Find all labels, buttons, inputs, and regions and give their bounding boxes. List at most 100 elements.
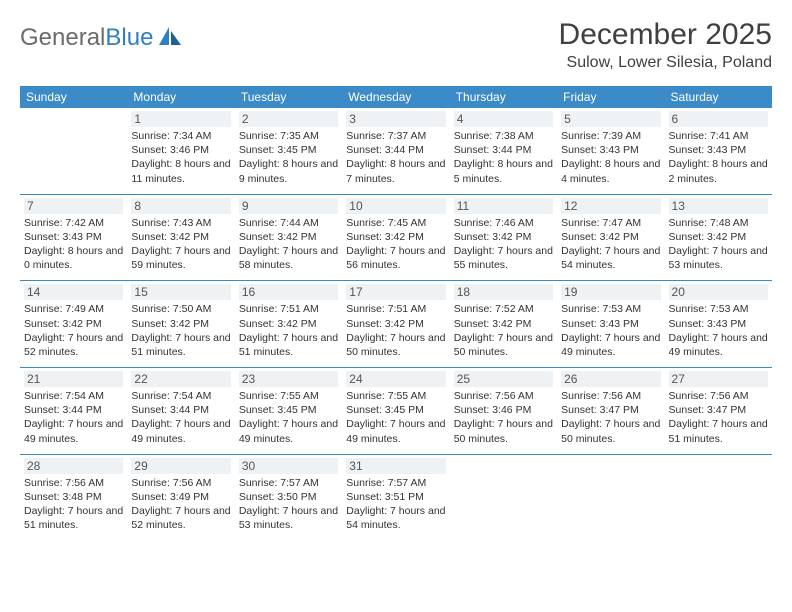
day-number: 9	[239, 198, 338, 214]
calendar-cell: 19 Sunrise: 7:53 AMSunset: 3:43 PMDayligh…	[557, 281, 664, 368]
day-info: Sunrise: 7:37 AMSunset: 3:44 PMDaylight:…	[346, 129, 445, 186]
daylight-text: Daylight: 7 hours and 51 minutes.	[131, 331, 230, 359]
day-info: Sunrise: 7:43 AMSunset: 3:42 PMDaylight:…	[131, 216, 230, 273]
day-number: 20	[669, 284, 768, 300]
day-number: 21	[24, 371, 123, 387]
day-info: Sunrise: 7:57 AMSunset: 3:50 PMDaylight:…	[239, 476, 338, 533]
sunrise-text: Sunrise: 7:57 AM	[346, 476, 445, 490]
daylight-text: Daylight: 7 hours and 56 minutes.	[346, 244, 445, 272]
day-number: 15	[131, 284, 230, 300]
daylight-text: Daylight: 8 hours and 11 minutes.	[131, 157, 230, 185]
sunrise-text: Sunrise: 7:53 AM	[561, 302, 660, 316]
day-info: Sunrise: 7:53 AMSunset: 3:43 PMDaylight:…	[561, 302, 660, 359]
day-number: 16	[239, 284, 338, 300]
day-number: 10	[346, 198, 445, 214]
day-info: Sunrise: 7:55 AMSunset: 3:45 PMDaylight:…	[239, 389, 338, 446]
weekday-header: Thursday	[450, 86, 557, 108]
daylight-text: Daylight: 8 hours and 0 minutes.	[24, 244, 123, 272]
day-info: Sunrise: 7:56 AMSunset: 3:47 PMDaylight:…	[561, 389, 660, 446]
sunset-text: Sunset: 3:42 PM	[454, 230, 553, 244]
sunrise-text: Sunrise: 7:51 AM	[346, 302, 445, 316]
day-number: 23	[239, 371, 338, 387]
weekday-header: Saturday	[665, 86, 772, 108]
sunset-text: Sunset: 3:45 PM	[239, 403, 338, 417]
sunset-text: Sunset: 3:46 PM	[454, 403, 553, 417]
weekday-header: Wednesday	[342, 86, 449, 108]
day-number: 1	[131, 111, 230, 127]
calendar-cell: 21Sunrise: 7:54 AMSunset: 3:44 PMDayligh…	[20, 368, 127, 455]
daylight-text: Daylight: 7 hours and 54 minutes.	[346, 504, 445, 532]
day-info: Sunrise: 7:45 AMSunset: 3:42 PMDaylight:…	[346, 216, 445, 273]
calendar-cell: 9Sunrise: 7:44 AMSunset: 3:42 PMDaylight…	[235, 194, 342, 281]
calendar-cell: 8 Sunrise: 7:43 AMSunset: 3:42 PMDaylight…	[127, 194, 234, 281]
sunrise-text: Sunrise: 7:52 AM	[454, 302, 553, 316]
sunrise-text: Sunrise: 7:41 AM	[669, 129, 768, 143]
daylight-text: Daylight: 7 hours and 53 minutes.	[669, 244, 768, 272]
sunset-text: Sunset: 3:42 PM	[24, 317, 123, 331]
day-info: Sunrise: 7:57 AMSunset: 3:51 PMDaylight:…	[346, 476, 445, 533]
calendar-table: Sunday Monday Tuesday Wednesday Thursday…	[20, 86, 772, 540]
sunrise-text: Sunrise: 7:44 AM	[239, 216, 338, 230]
sunrise-text: Sunrise: 7:39 AM	[561, 129, 660, 143]
sunset-text: Sunset: 3:43 PM	[24, 230, 123, 244]
day-info: Sunrise: 7:56 AMSunset: 3:49 PMDaylight:…	[131, 476, 230, 533]
calendar-row: 14Sunrise: 7:49 AMSunset: 3:42 PMDayligh…	[20, 281, 772, 368]
sunrise-text: Sunrise: 7:35 AM	[239, 129, 338, 143]
daylight-text: Daylight: 7 hours and 55 minutes.	[454, 244, 553, 272]
day-number: 3	[346, 111, 445, 127]
sunset-text: Sunset: 3:44 PM	[24, 403, 123, 417]
logo-sail-icon	[157, 25, 183, 52]
daylight-text: Daylight: 7 hours and 51 minutes.	[669, 417, 768, 445]
sunset-text: Sunset: 3:48 PM	[24, 490, 123, 504]
calendar-cell	[557, 454, 664, 540]
day-number: 31	[346, 458, 445, 474]
sunset-text: Sunset: 3:43 PM	[561, 143, 660, 157]
day-number: 29	[131, 458, 230, 474]
calendar-body: 1 Sunrise: 7:34 AMSunset: 3:46 PMDaylight…	[20, 108, 772, 540]
day-number: 26	[561, 371, 660, 387]
daylight-text: Daylight: 7 hours and 51 minutes.	[239, 331, 338, 359]
calendar-cell: 26 Sunrise: 7:56 AMSunset: 3:47 PMDayligh…	[557, 368, 664, 455]
sunset-text: Sunset: 3:42 PM	[239, 317, 338, 331]
calendar-row: 28Sunrise: 7:56 AMSunset: 3:48 PMDayligh…	[20, 454, 772, 540]
day-info: Sunrise: 7:56 AMSunset: 3:48 PMDaylight:…	[24, 476, 123, 533]
calendar-cell: 24Sunrise: 7:55 AMSunset: 3:45 PMDayligh…	[342, 368, 449, 455]
calendar-cell: 22Sunrise: 7:54 AMSunset: 3:44 PMDayligh…	[127, 368, 234, 455]
month-title: December 2025	[559, 18, 772, 52]
calendar-cell: 30Sunrise: 7:57 AMSunset: 3:50 PMDayligh…	[235, 454, 342, 540]
day-info: Sunrise: 7:55 AMSunset: 3:45 PMDaylight:…	[346, 389, 445, 446]
sunrise-text: Sunrise: 7:42 AM	[24, 216, 123, 230]
calendar-cell: 10 Sunrise: 7:45 AMSunset: 3:42 PMDayligh…	[342, 194, 449, 281]
calendar-cell: 2Sunrise: 7:35 AMSunset: 3:45 PMDaylight…	[235, 108, 342, 194]
daylight-text: Daylight: 7 hours and 50 minutes.	[454, 417, 553, 445]
day-number: 5	[561, 111, 660, 127]
sunrise-text: Sunrise: 7:48 AM	[669, 216, 768, 230]
daylight-text: Daylight: 7 hours and 53 minutes.	[239, 504, 338, 532]
day-info: Sunrise: 7:56 AMSunset: 3:47 PMDaylight:…	[669, 389, 768, 446]
day-number: 11	[454, 198, 553, 214]
sunset-text: Sunset: 3:42 PM	[346, 317, 445, 331]
day-number: 19	[561, 284, 660, 300]
day-info: Sunrise: 7:50 AMSunset: 3:42 PMDaylight:…	[131, 302, 230, 359]
sunset-text: Sunset: 3:47 PM	[561, 403, 660, 417]
day-info: Sunrise: 7:34 AMSunset: 3:46 PMDaylight:…	[131, 129, 230, 186]
sunrise-text: Sunrise: 7:54 AM	[24, 389, 123, 403]
day-number: 6	[669, 111, 768, 127]
daylight-text: Daylight: 8 hours and 9 minutes.	[239, 157, 338, 185]
sunset-text: Sunset: 3:42 PM	[131, 317, 230, 331]
day-number: 7	[24, 198, 123, 214]
sunrise-text: Sunrise: 7:37 AM	[346, 129, 445, 143]
calendar-cell: 5Sunrise: 7:39 AMSunset: 3:43 PMDaylight…	[557, 108, 664, 194]
calendar-cell: 16Sunrise: 7:51 AMSunset: 3:42 PMDayligh…	[235, 281, 342, 368]
day-info: Sunrise: 7:48 AMSunset: 3:42 PMDaylight:…	[669, 216, 768, 273]
calendar-cell: 29 Sunrise: 7:56 AMSunset: 3:49 PMDayligh…	[127, 454, 234, 540]
day-number: 17	[346, 284, 445, 300]
daylight-text: Daylight: 7 hours and 50 minutes.	[346, 331, 445, 359]
daylight-text: Daylight: 7 hours and 49 minutes.	[346, 417, 445, 445]
calendar-head: Sunday Monday Tuesday Wednesday Thursday…	[20, 86, 772, 108]
header: GeneralBlue December 2025 Sulow, Lower S…	[20, 18, 772, 72]
calendar-cell: 28Sunrise: 7:56 AMSunset: 3:48 PMDayligh…	[20, 454, 127, 540]
calendar-cell: 25Sunrise: 7:56 AMSunset: 3:46 PMDayligh…	[450, 368, 557, 455]
daylight-text: Daylight: 7 hours and 49 minutes.	[669, 331, 768, 359]
day-number: 8	[131, 198, 230, 214]
